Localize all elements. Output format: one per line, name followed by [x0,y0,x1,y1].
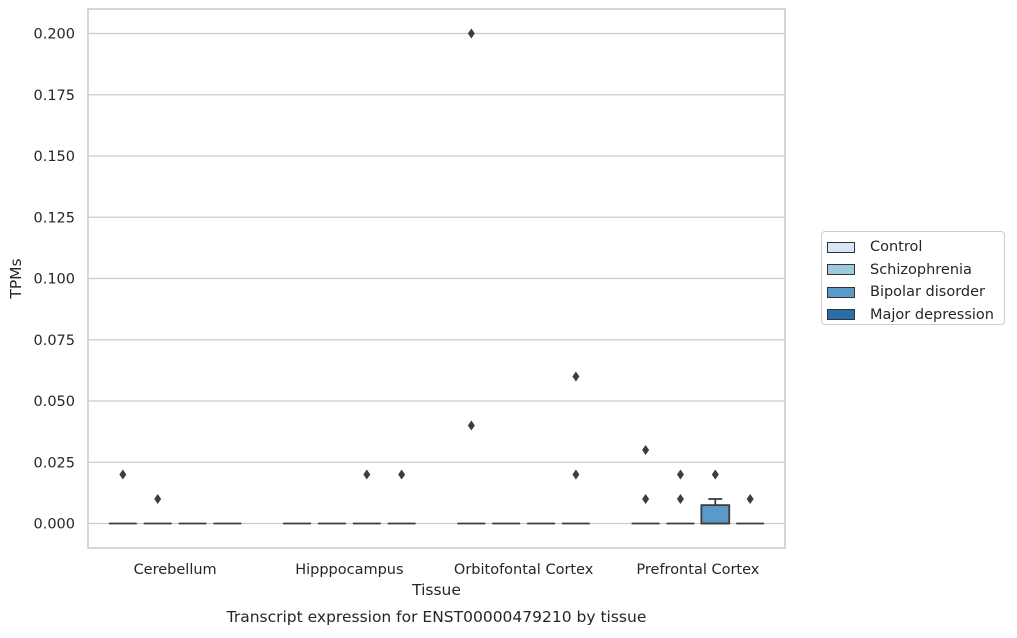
legend-item: Control [827,236,1004,259]
legend-label: Major depression [870,306,994,323]
y-tick-label: 0.200 [33,27,75,43]
legend-item: Major depression [827,304,1004,327]
chart-legend: Control Schizophrenia Bipolar disorder Majo… [821,231,1005,325]
legend-label: Bipolar disorder [870,284,985,301]
legend-item: Bipolar disorder [827,281,1004,304]
outlier-point [363,469,371,480]
plot-frame [87,8,786,549]
y-tick-label: 0.150 [33,149,75,165]
legend-label: Control [870,239,923,256]
outlier-point [467,28,475,39]
x-tick-label: Hipppocampus [295,562,403,578]
outlier-point [398,469,406,480]
outlier-point [711,469,719,480]
x-tick-label: Orbitofontal Cortex [454,562,594,578]
outlier-point [467,420,475,431]
legend-swatch [827,264,855,276]
legend-item: Schizophrenia [827,259,1004,282]
legend-swatch [827,286,855,298]
outlier-point [676,494,684,504]
chart-caption: Transcript expression for ENST0000047921… [226,608,647,626]
outlier-point [572,469,580,480]
outlier-point [746,494,754,504]
legend-swatch [827,309,855,321]
y-tick-label: 0.025 [33,455,75,471]
x-axis-label: Tissue [411,581,461,599]
y-tick-label: 0.125 [33,210,75,226]
outlier-point [642,494,650,504]
x-tick-label: Prefrontal Cortex [636,562,759,578]
x-tick-label: Cerebellum [134,562,217,578]
y-axis-label: TPMs [7,258,25,299]
legend-swatch [827,241,855,253]
y-tick-label: 0.000 [33,517,75,533]
outlier-point [119,469,127,480]
outlier-point [676,469,684,480]
y-tick-label: 0.075 [33,333,75,349]
box [700,504,731,525]
y-tick-label: 0.175 [33,88,75,104]
legend-label: Schizophrenia [870,261,972,278]
outlier-point [642,445,650,455]
y-tick-label: 0.050 [33,394,75,410]
y-tick-label: 0.100 [33,272,75,288]
outlier-point [572,371,580,382]
outlier-point [154,494,162,504]
